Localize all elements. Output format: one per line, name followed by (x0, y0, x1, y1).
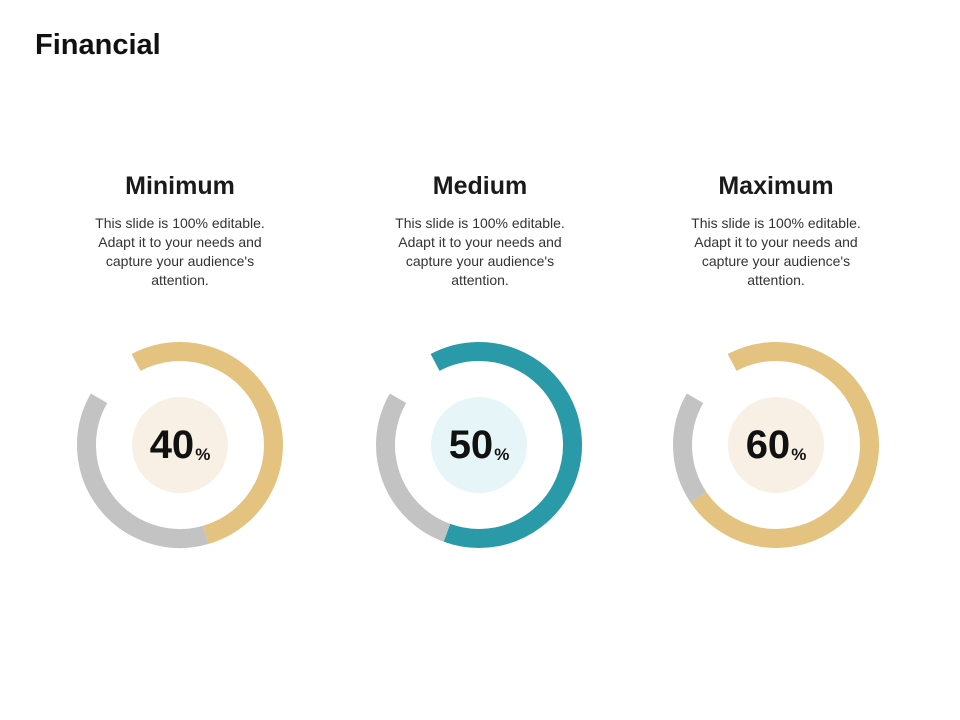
donut-center: 60 % (728, 397, 824, 493)
percent-value: 50 (448, 423, 494, 467)
donut-ring (376, 342, 582, 548)
page-title: Financial (35, 29, 161, 61)
percent-symbol: % (195, 445, 211, 464)
donut-value-arc (430, 342, 582, 548)
donut-chart-minimum: 40 % (75, 340, 285, 550)
percent-symbol: % (791, 445, 807, 464)
metric-heading: Maximum (718, 172, 834, 200)
donut-chart-maximum: 60 % (671, 340, 881, 550)
metric-heading: Minimum (125, 172, 235, 200)
metric-heading: Medium (432, 172, 528, 200)
donut-center: 40 % (132, 397, 228, 493)
donut-track-arc (376, 393, 451, 542)
donut-center: 50 % (431, 397, 527, 493)
metric-column-maximum: Maximum This slide is 100% editable. Ada… (646, 170, 906, 290)
donut-ring (673, 342, 879, 548)
metric-description: This slide is 100% editable. Adapt it to… (395, 215, 565, 288)
donut-value-arc (131, 342, 283, 545)
metric-description: This slide is 100% editable. Adapt it to… (95, 215, 265, 288)
metric-column-minimum: Minimum This slide is 100% editable. Ada… (50, 170, 310, 290)
donut-track-arc (673, 393, 707, 503)
percent-value: 60 (745, 423, 791, 467)
percent-symbol: % (494, 445, 510, 464)
metric-description: This slide is 100% editable. Adapt it to… (691, 215, 861, 288)
donut-track-arc (77, 393, 209, 548)
donut-value-arc (690, 342, 879, 548)
donut-ring (77, 342, 283, 548)
metric-column-medium: Medium This slide is 100% editable. Adap… (350, 170, 610, 290)
donut-chart-medium: 50 % (374, 340, 584, 550)
percent-value: 40 (149, 423, 195, 467)
